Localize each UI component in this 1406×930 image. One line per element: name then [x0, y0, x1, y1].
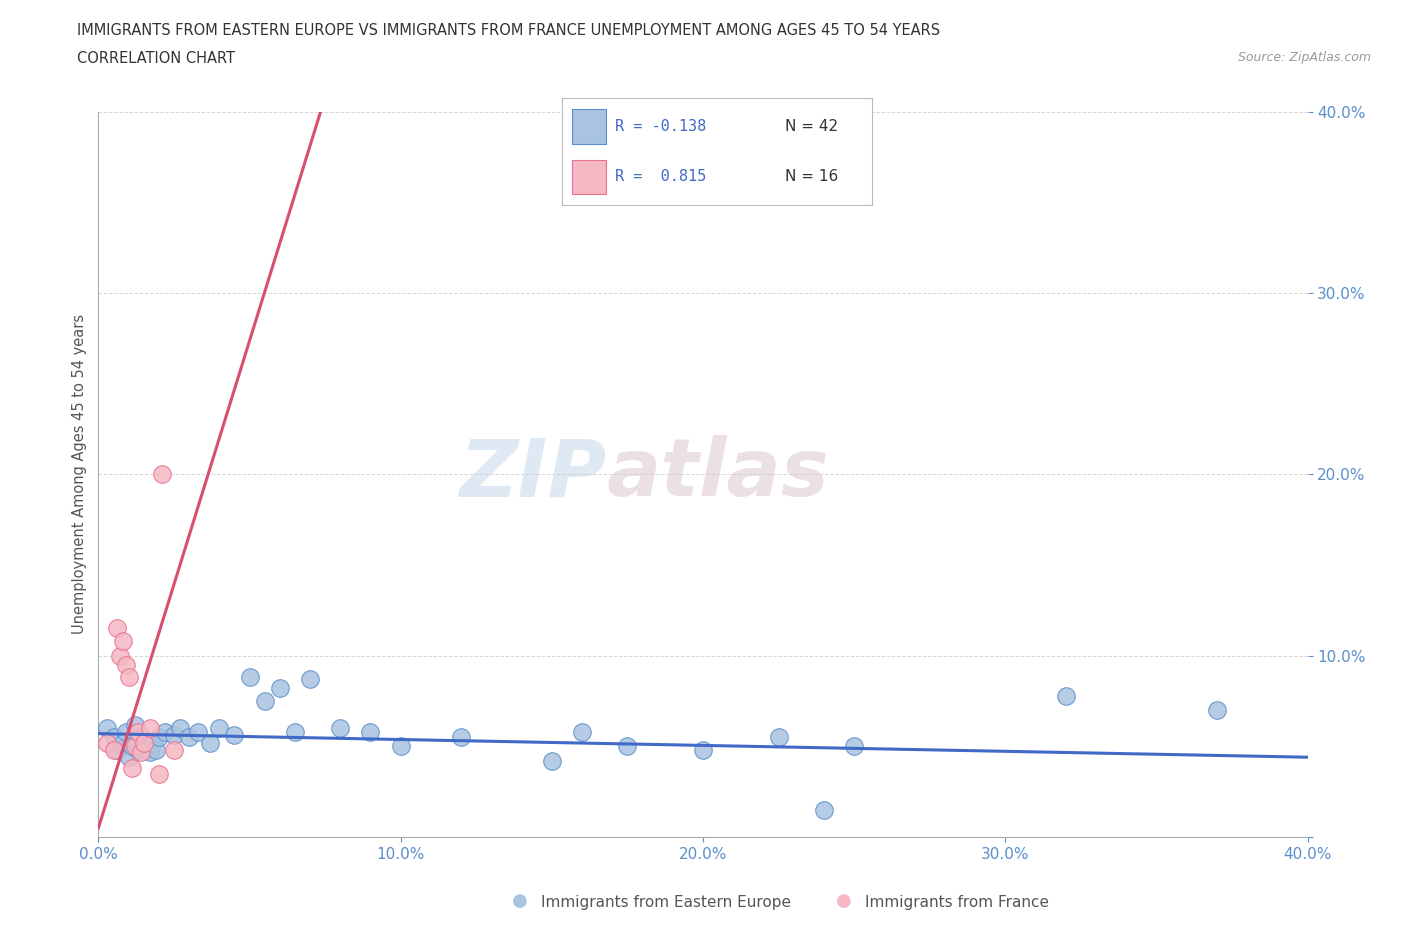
Point — [148, 766, 170, 781]
Text: Immigrants from Eastern Europe: Immigrants from Eastern Europe — [541, 895, 792, 910]
Point — [124, 717, 146, 732]
Text: IMMIGRANTS FROM EASTERN EUROPE VS IMMIGRANTS FROM FRANCE UNEMPLOYMENT AMONG AGES: IMMIGRANTS FROM EASTERN EUROPE VS IMMIGR… — [77, 23, 941, 38]
Point — [103, 730, 125, 745]
Point — [103, 742, 125, 757]
Point — [253, 694, 276, 709]
FancyBboxPatch shape — [572, 160, 606, 194]
Point — [169, 721, 191, 736]
Point — [329, 721, 352, 736]
Point — [118, 670, 141, 684]
Point — [1206, 703, 1229, 718]
Point — [118, 750, 141, 764]
Text: Source: ZipAtlas.com: Source: ZipAtlas.com — [1237, 51, 1371, 64]
Text: atlas: atlas — [606, 435, 830, 513]
Point — [111, 736, 134, 751]
Point — [124, 738, 146, 753]
Point — [299, 671, 322, 686]
Point — [153, 724, 176, 739]
Point — [127, 742, 149, 757]
Text: ZIP: ZIP — [458, 435, 606, 513]
Point — [139, 721, 162, 736]
Text: R = -0.138: R = -0.138 — [614, 119, 706, 134]
Point — [163, 728, 186, 743]
Point — [813, 803, 835, 817]
Text: N = 42: N = 42 — [785, 119, 838, 134]
Point — [187, 724, 209, 739]
Point — [129, 730, 152, 745]
Point — [114, 724, 136, 739]
Point — [1054, 688, 1077, 703]
Point — [148, 730, 170, 745]
Point — [616, 738, 638, 753]
Point — [105, 621, 128, 636]
FancyBboxPatch shape — [572, 110, 606, 143]
Point — [208, 721, 231, 736]
Text: ●: ● — [512, 892, 529, 910]
Point — [96, 736, 118, 751]
Point — [163, 742, 186, 757]
Point — [179, 730, 201, 745]
Text: R =  0.815: R = 0.815 — [614, 169, 706, 184]
Point — [224, 728, 246, 743]
Point — [844, 738, 866, 753]
Point — [145, 742, 167, 757]
Point — [284, 724, 307, 739]
Point — [768, 730, 790, 745]
Text: CORRELATION CHART: CORRELATION CHART — [77, 51, 235, 66]
Point — [269, 681, 291, 696]
Point — [105, 742, 128, 757]
Point — [540, 753, 562, 768]
Point — [111, 633, 134, 648]
Point — [571, 724, 593, 739]
Point — [692, 742, 714, 757]
Point — [150, 467, 173, 482]
Point — [135, 736, 157, 751]
Point — [108, 648, 131, 663]
Point — [139, 744, 162, 759]
Point — [132, 736, 155, 751]
Point — [200, 736, 222, 751]
Point — [450, 730, 472, 745]
Text: Immigrants from France: Immigrants from France — [865, 895, 1049, 910]
Text: N = 16: N = 16 — [785, 169, 838, 184]
Point — [360, 724, 382, 739]
Point — [114, 658, 136, 672]
Point — [132, 738, 155, 753]
Point — [389, 738, 412, 753]
Point — [239, 670, 262, 684]
Point — [129, 744, 152, 759]
Point — [142, 736, 165, 751]
Point — [96, 721, 118, 736]
Point — [121, 761, 143, 776]
Text: ●: ● — [835, 892, 852, 910]
Point — [127, 724, 149, 739]
Y-axis label: Unemployment Among Ages 45 to 54 years: Unemployment Among Ages 45 to 54 years — [72, 314, 87, 634]
Point — [121, 738, 143, 753]
